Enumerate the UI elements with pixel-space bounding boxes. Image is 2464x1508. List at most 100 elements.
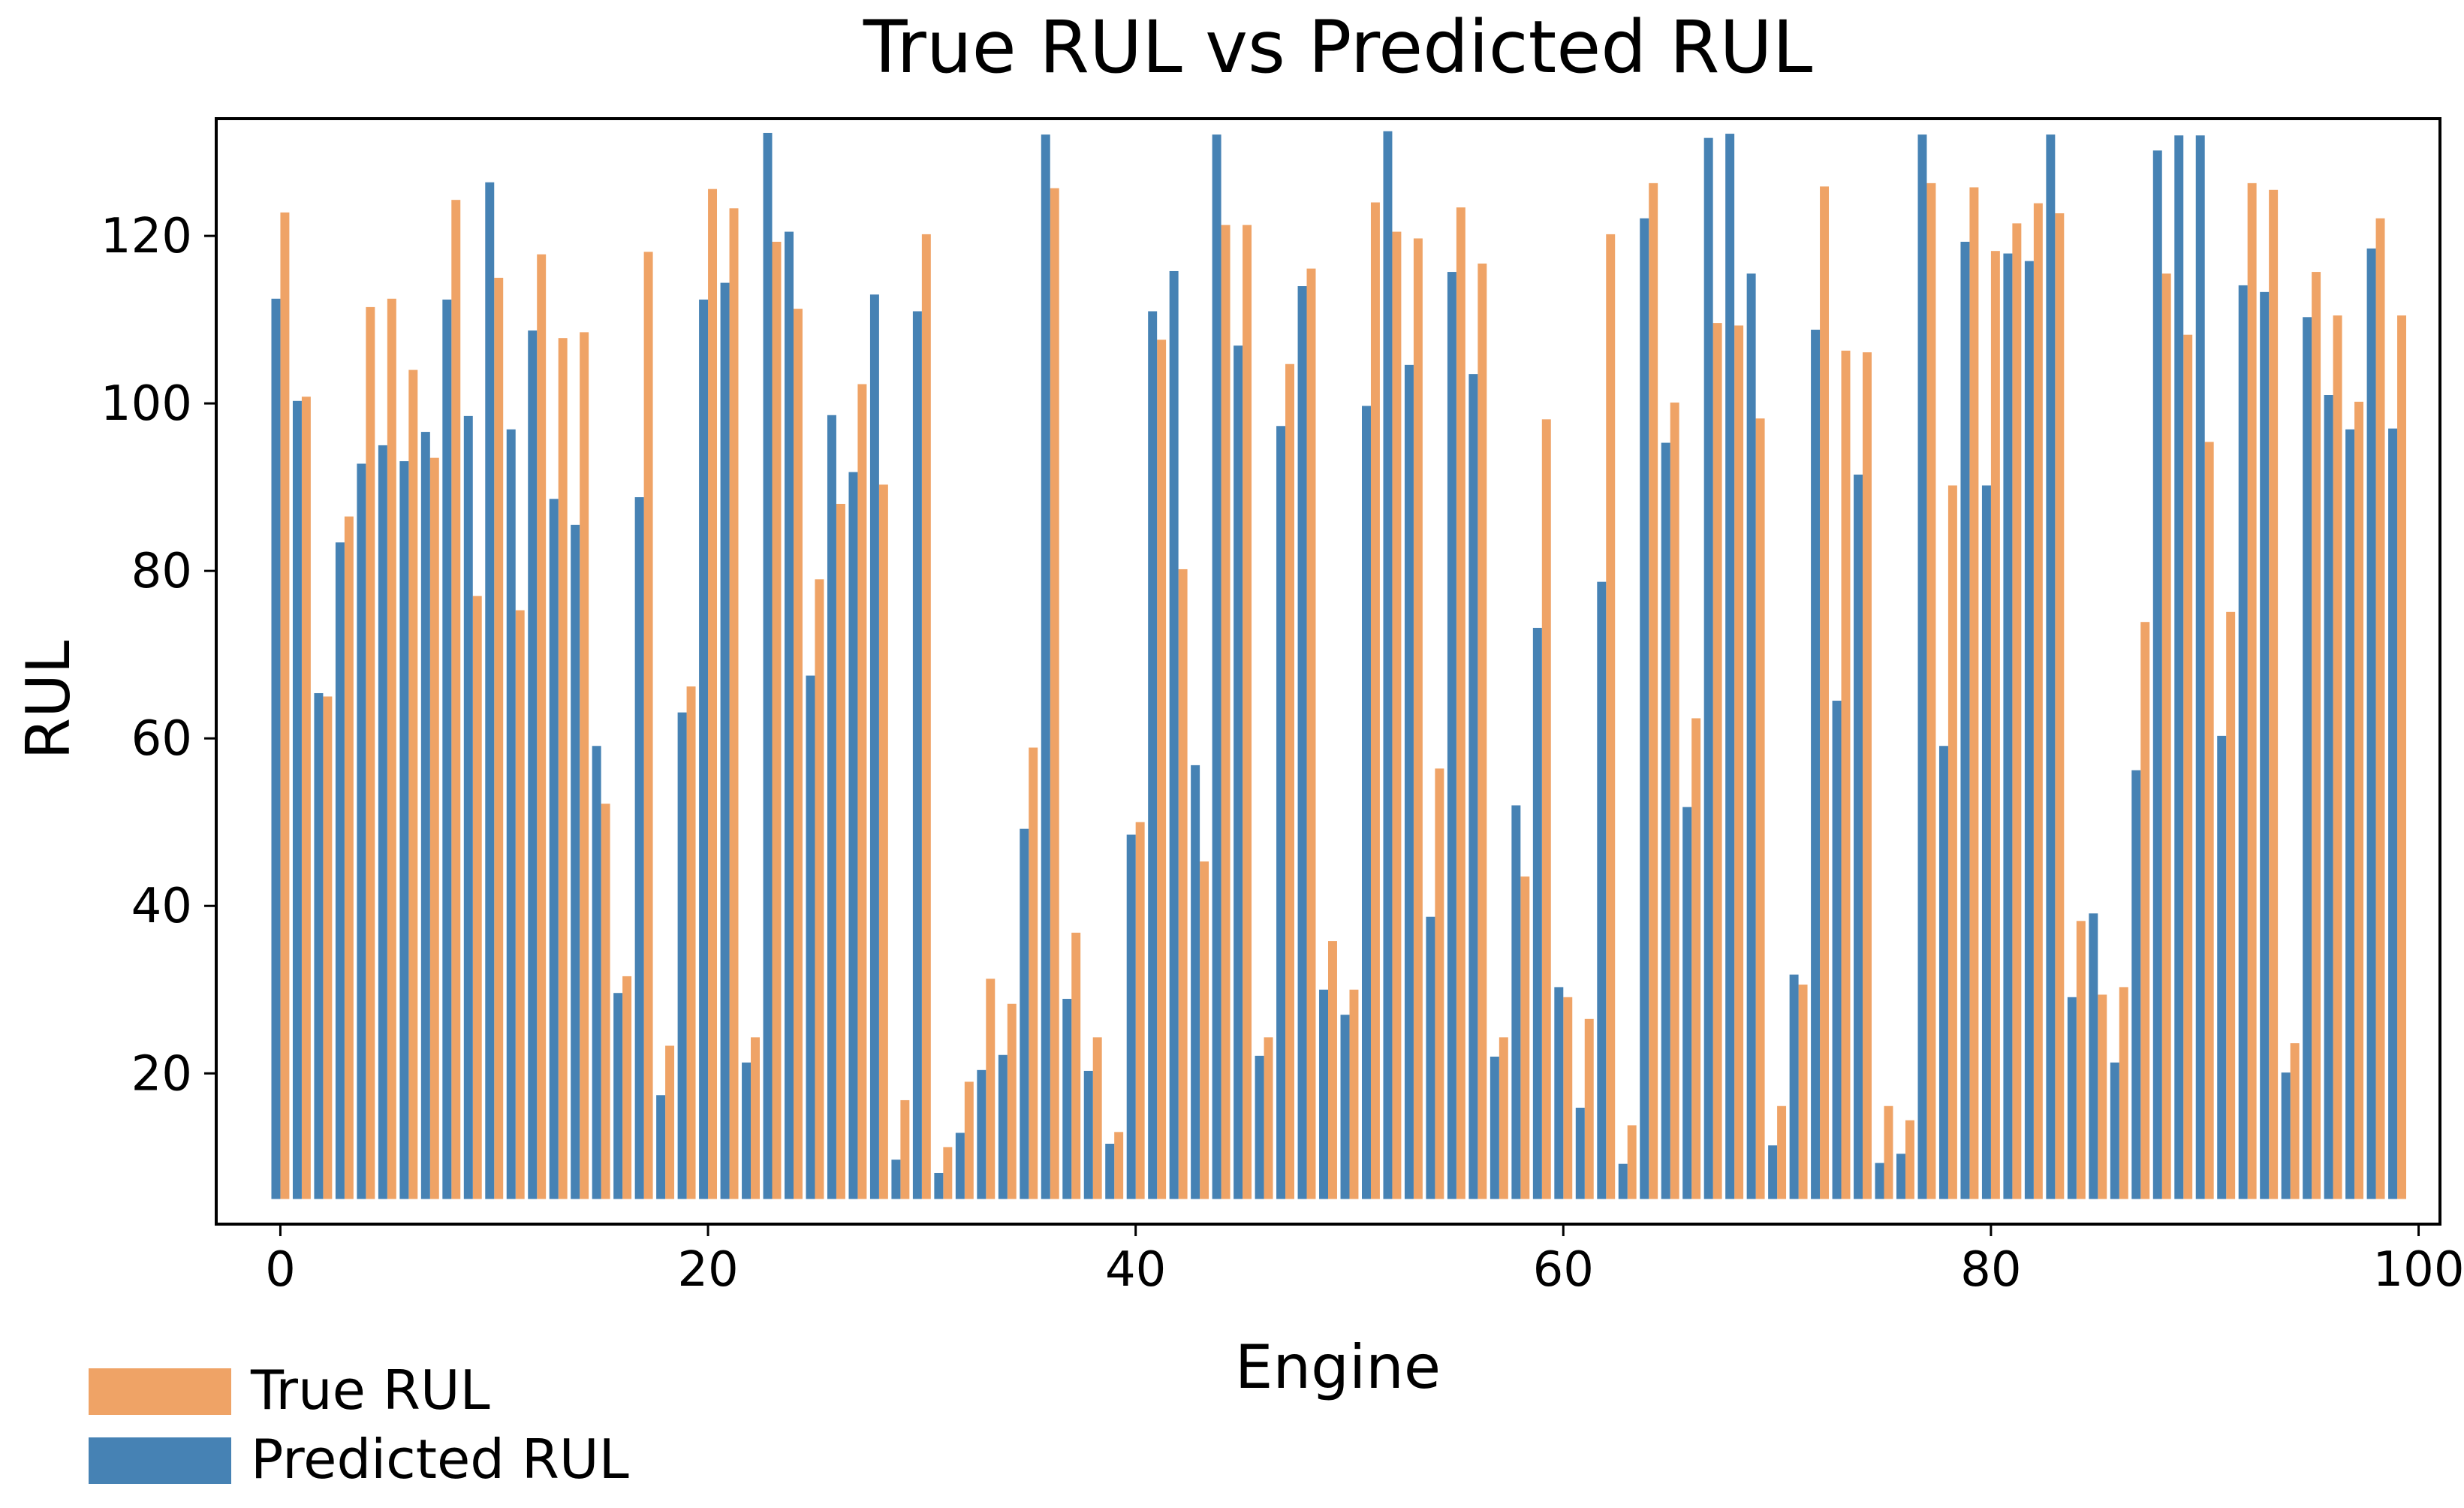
predicted-rul-bar-31 <box>934 1172 944 1199</box>
true-rul-bar-89 <box>2183 334 2193 1199</box>
predicted-rul-bar-57 <box>1490 1056 1499 1199</box>
true-rul-bar-84 <box>2076 921 2086 1199</box>
true-rul-bar-99 <box>2397 315 2406 1199</box>
predicted-rul-bar-69 <box>1746 273 1756 1199</box>
predicted-rul-bar-27 <box>848 472 858 1199</box>
true-rul-bar-65 <box>1670 403 1679 1199</box>
true-rul-bar-31 <box>943 1147 953 1199</box>
true-rul-bar-94 <box>2290 1043 2300 1199</box>
true-rul-bar-55 <box>1456 207 1465 1199</box>
true-rul-bar-64 <box>1649 182 1658 1199</box>
predicted-rul-bar-4 <box>357 463 366 1199</box>
true-rul-bar-5 <box>387 298 396 1199</box>
predicted-rul-bar-59 <box>1532 628 1542 1199</box>
true-rul-bar-92 <box>2247 182 2257 1199</box>
true-rul-bar-62 <box>1606 234 1616 1199</box>
predicted-rul-bar-98 <box>2366 248 2376 1199</box>
predicted-rul-bar-7 <box>420 432 430 1199</box>
x-tick-label: 100 <box>2372 1242 2464 1298</box>
predicted-rul-bar-6 <box>399 461 409 1199</box>
predicted-rul-bar-94 <box>2281 1072 2291 1199</box>
predicted-rul-bar-3 <box>335 542 345 1199</box>
true-rul-bar-4 <box>366 306 375 1199</box>
true-rul-bar-40 <box>1135 822 1145 1199</box>
predicted-rul-bar-34 <box>998 1054 1008 1199</box>
true-rul-bar-91 <box>2226 611 2236 1199</box>
true-rul-bar-32 <box>964 1081 974 1199</box>
true-rul-bar-46 <box>1264 1037 1273 1199</box>
x-tick-label: 60 <box>1533 1242 1594 1298</box>
predicted-rul-bar-0 <box>271 298 281 1199</box>
y-tick-label: 20 <box>131 1046 192 1102</box>
true-rul-bar-68 <box>1734 325 1744 1199</box>
predicted-rul-bar-12 <box>528 330 538 1199</box>
true-rul-bar-28 <box>878 484 888 1199</box>
true-rul-bar-82 <box>2033 203 2043 1199</box>
predicted-rul-bar-75 <box>1875 1163 1884 1199</box>
y-tick-label: 80 <box>131 544 192 599</box>
predicted-rul-bar-85 <box>2089 913 2098 1199</box>
predicted-rul-bar-32 <box>955 1133 965 1199</box>
predicted-rul-bar-42 <box>1169 270 1179 1199</box>
predicted-rul-bar-46 <box>1255 1055 1264 1199</box>
predicted-rul-bar-81 <box>2003 253 2013 1199</box>
predicted-rul-bar-52 <box>1383 131 1393 1199</box>
predicted-rul-bar-84 <box>2067 997 2077 1199</box>
true-rul-bar-35 <box>1029 747 1038 1199</box>
true-rul-bar-37 <box>1071 932 1081 1199</box>
true-rul-bar-34 <box>1007 1003 1017 1199</box>
predicted-rul-bar-70 <box>1768 1145 1778 1199</box>
predicted-rul-bar-97 <box>2345 429 2355 1199</box>
true-rul-bar-86 <box>2119 987 2128 1199</box>
predicted-rul-bar-38 <box>1083 1070 1093 1199</box>
true-rul-bar-33 <box>986 979 996 1199</box>
true-rul-bar-26 <box>836 503 845 1199</box>
predicted-rul-bar-21 <box>720 282 730 1199</box>
true-rul-bar-69 <box>1755 418 1765 1199</box>
predicted-rul-bar-37 <box>1062 999 1072 1199</box>
predicted-rul-bar-25 <box>806 675 815 1199</box>
predicted-rul-bar-50 <box>1340 1015 1350 1199</box>
predicted-rul-bar-73 <box>1832 701 1842 1199</box>
true-rul-bar-41 <box>1157 339 1167 1199</box>
true-rul-bar-61 <box>1584 1018 1594 1199</box>
true-rul-bar-7 <box>429 457 439 1199</box>
true-rul-bar-2 <box>323 696 333 1199</box>
true-rul-bar-21 <box>729 208 739 1199</box>
true-rul-bar-66 <box>1691 718 1701 1199</box>
predicted-rul-bar-29 <box>891 1160 901 1199</box>
predicted-rul-bar-23 <box>763 132 773 1199</box>
true-rul-bar-9 <box>472 596 482 1199</box>
true-rul-bar-42 <box>1178 569 1188 1199</box>
predicted-rul-bar-80 <box>1981 485 1991 1199</box>
true-rul-bar-30 <box>921 234 931 1199</box>
predicted-rul-bar-72 <box>1811 330 1821 1199</box>
true-rul-bar-24 <box>793 309 803 1199</box>
predicted-rul-bar-90 <box>2195 135 2205 1199</box>
y-tick-label: 120 <box>101 209 192 264</box>
predicted-rul-bar-2 <box>314 692 324 1199</box>
true-rul-bar-36 <box>1050 188 1059 1199</box>
true-rul-bar-44 <box>1221 225 1230 1199</box>
true-rul-bar-16 <box>622 976 632 1199</box>
true-rul-bar-1 <box>301 397 311 1199</box>
predicted-rul-bar-45 <box>1234 345 1243 1199</box>
predicted-rul-bar-91 <box>2217 735 2227 1199</box>
true-rul-bar-90 <box>2204 442 2214 1199</box>
legend-swatch-predicted-rul <box>89 1437 231 1484</box>
true-rul-bar-48 <box>1306 268 1316 1199</box>
predicted-rul-bar-51 <box>1362 406 1371 1199</box>
predicted-rul-bar-88 <box>2152 150 2162 1199</box>
predicted-rul-bar-36 <box>1041 134 1050 1199</box>
true-rul-bar-53 <box>1413 238 1423 1199</box>
predicted-rul-bar-48 <box>1297 286 1307 1199</box>
true-rul-bar-20 <box>708 188 718 1199</box>
true-rul-bar-17 <box>643 252 653 1199</box>
true-rul-bar-22 <box>751 1037 760 1199</box>
true-rul-bar-45 <box>1243 225 1252 1199</box>
y-tick-label: 40 <box>131 879 192 934</box>
predicted-rul-bar-79 <box>1960 241 1970 1199</box>
predicted-rul-bar-61 <box>1575 1107 1585 1199</box>
predicted-rul-bar-41 <box>1148 311 1158 1199</box>
predicted-rul-bar-8 <box>442 299 452 1199</box>
